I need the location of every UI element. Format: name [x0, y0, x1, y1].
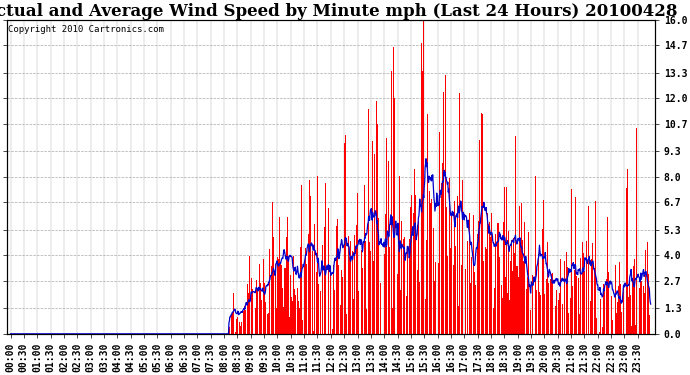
Title: Actual and Average Wind Speed by Minute mph (Last 24 Hours) 20100428: Actual and Average Wind Speed by Minute …: [0, 3, 678, 20]
Text: Copyright 2010 Cartronics.com: Copyright 2010 Cartronics.com: [8, 25, 164, 34]
